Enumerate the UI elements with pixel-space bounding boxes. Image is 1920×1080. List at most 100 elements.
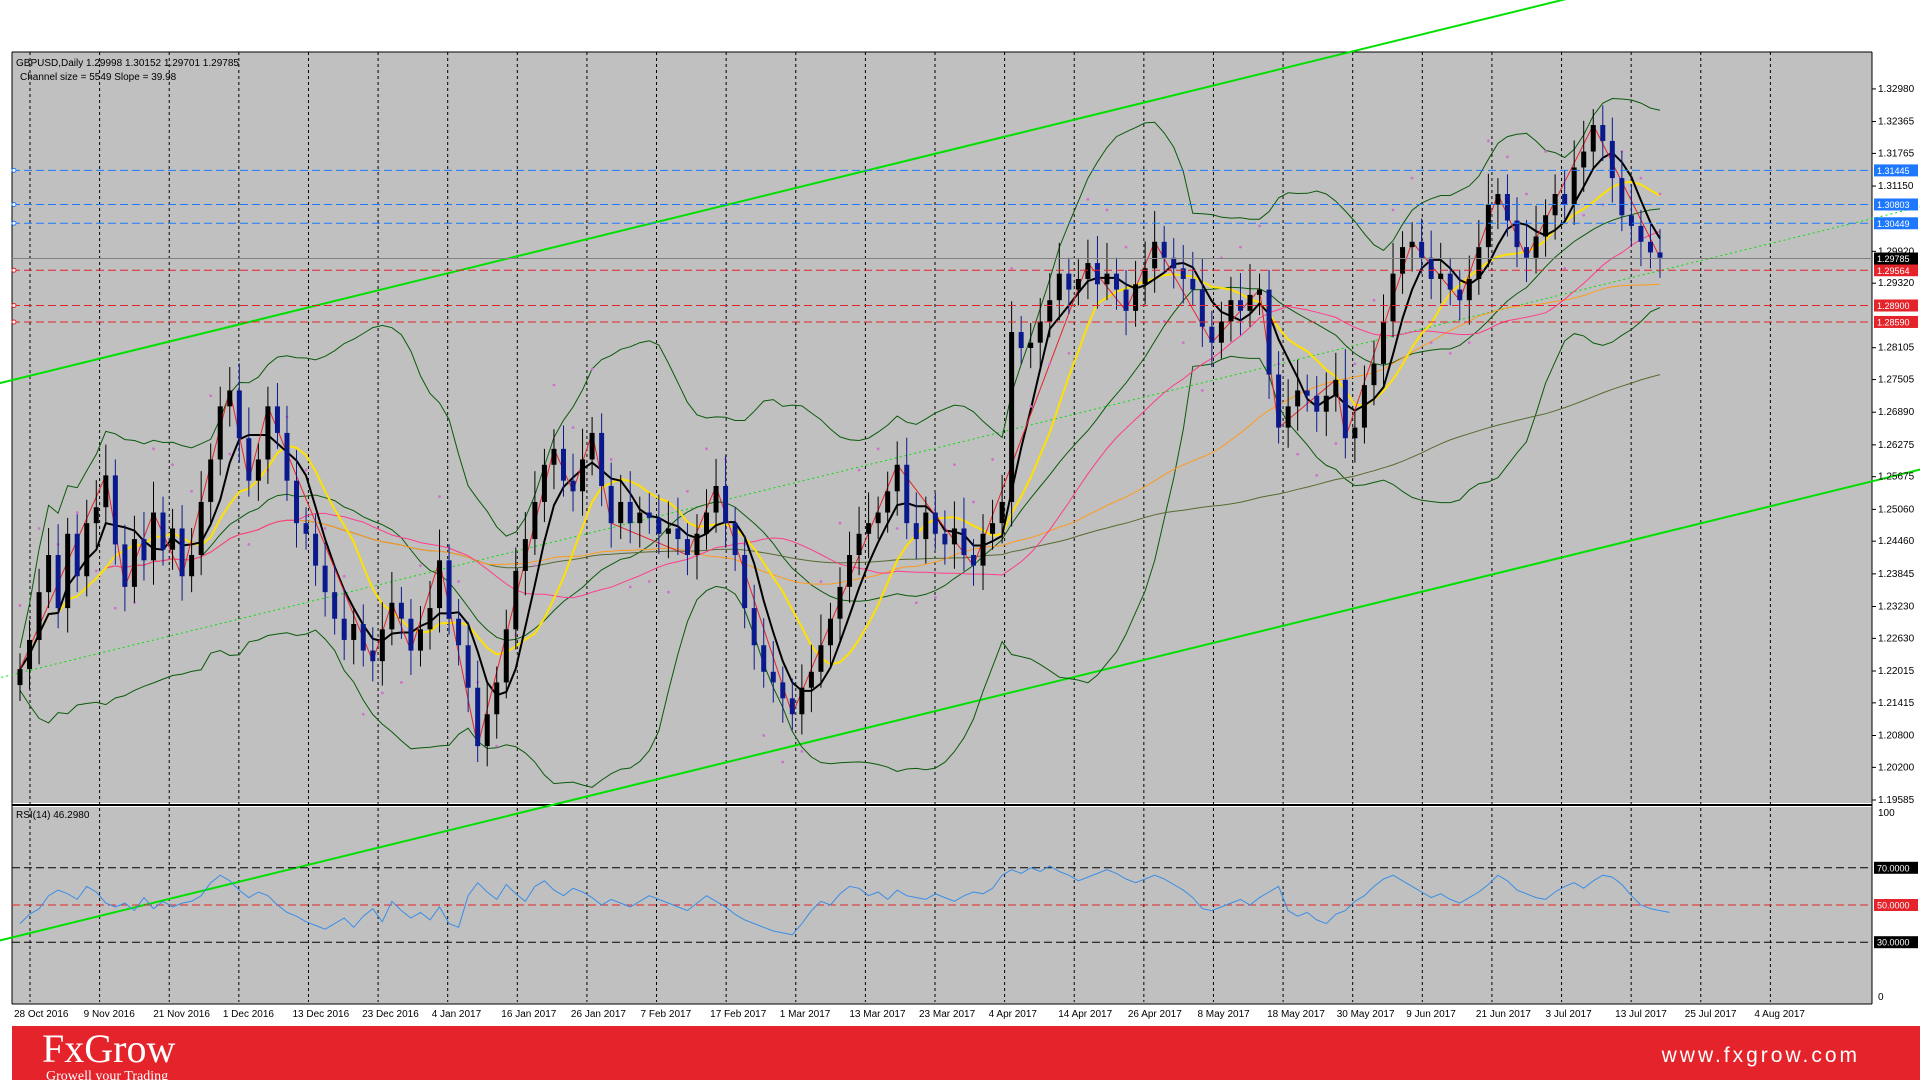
candle-body[interactable]: [1657, 252, 1663, 258]
candle-body[interactable]: [503, 629, 509, 683]
candle-body[interactable]: [1619, 178, 1625, 216]
candle-body[interactable]: [150, 512, 156, 561]
candle-body[interactable]: [303, 523, 309, 534]
candle-body[interactable]: [732, 523, 738, 556]
candle-body[interactable]: [1323, 395, 1329, 412]
candle-body[interactable]: [1218, 321, 1224, 343]
candle-body[interactable]: [408, 618, 414, 651]
candle-body[interactable]: [360, 624, 366, 651]
candle-body[interactable]: [1495, 194, 1501, 205]
candle-body[interactable]: [1485, 204, 1491, 248]
candle-body[interactable]: [1047, 300, 1053, 322]
level-anchor[interactable]: [11, 267, 17, 273]
candle-body[interactable]: [313, 533, 319, 566]
candle-body[interactable]: [236, 390, 242, 439]
candle-body[interactable]: [1123, 289, 1129, 311]
candle-body[interactable]: [379, 629, 385, 662]
candle-body[interactable]: [637, 512, 643, 524]
candle-body[interactable]: [141, 539, 147, 561]
candle-body[interactable]: [1390, 273, 1396, 322]
candle-body[interactable]: [942, 533, 948, 545]
candle-body[interactable]: [560, 448, 566, 481]
candle-body[interactable]: [446, 560, 452, 619]
candle-body[interactable]: [761, 645, 767, 672]
candle-body[interactable]: [255, 459, 261, 481]
candle-body[interactable]: [389, 602, 395, 630]
candle-body[interactable]: [551, 448, 557, 465]
candle-body[interactable]: [1438, 273, 1444, 279]
candle-body[interactable]: [1590, 125, 1596, 152]
candle-body[interactable]: [1361, 385, 1367, 428]
candle-body[interactable]: [513, 570, 519, 630]
candle-body[interactable]: [1085, 263, 1091, 279]
candle-body[interactable]: [694, 533, 700, 556]
candle-body[interactable]: [93, 507, 99, 524]
candle-body[interactable]: [131, 539, 137, 587]
candle-body[interactable]: [1285, 406, 1291, 428]
candle-body[interactable]: [1161, 241, 1167, 258]
candle-body[interactable]: [1476, 247, 1482, 279]
candle-body[interactable]: [322, 565, 328, 593]
candle-body[interactable]: [522, 539, 528, 571]
candle-body[interactable]: [1066, 273, 1072, 290]
candle-body[interactable]: [456, 618, 462, 646]
candle-body[interactable]: [770, 671, 776, 683]
candle-body[interactable]: [847, 555, 853, 587]
candle-body[interactable]: [1609, 140, 1615, 179]
candle-body[interactable]: [1342, 379, 1348, 439]
candle-body[interactable]: [437, 560, 443, 609]
candle-body[interactable]: [1571, 167, 1577, 205]
candle-body[interactable]: [1171, 257, 1177, 269]
candle-body[interactable]: [608, 485, 614, 524]
candle-body[interactable]: [808, 671, 814, 688]
candle-body[interactable]: [990, 523, 996, 534]
candle-body[interactable]: [1400, 247, 1406, 274]
candle-body[interactable]: [170, 528, 176, 550]
level-anchor[interactable]: [11, 220, 17, 226]
candle-body[interactable]: [36, 592, 42, 640]
candle-body[interactable]: [1009, 332, 1015, 502]
candle-body[interactable]: [646, 512, 652, 518]
candle-body[interactable]: [332, 592, 338, 619]
candle-body[interactable]: [532, 501, 538, 540]
candle-body[interactable]: [1457, 289, 1463, 301]
candle-body[interactable]: [1524, 247, 1530, 258]
candle-body[interactable]: [198, 501, 204, 556]
candle-body[interactable]: [1018, 332, 1024, 348]
candle-body[interactable]: [1257, 289, 1263, 295]
candle-body[interactable]: [1094, 263, 1100, 285]
candle-body[interactable]: [923, 512, 929, 540]
website-link[interactable]: www.fxgrow.com: [1661, 1044, 1860, 1067]
candle-body[interactable]: [398, 602, 404, 619]
candle-body[interactable]: [675, 528, 681, 540]
candle-body[interactable]: [1075, 278, 1081, 290]
candle-body[interactable]: [599, 432, 605, 486]
candle-body[interactable]: [1638, 225, 1644, 242]
candle-body[interactable]: [580, 459, 586, 492]
candle-body[interactable]: [1314, 395, 1320, 412]
candle-body[interactable]: [1037, 321, 1043, 343]
candle-body[interactable]: [284, 432, 290, 481]
candle-body[interactable]: [1628, 215, 1634, 226]
level-anchor[interactable]: [11, 319, 17, 325]
candle-body[interactable]: [656, 517, 662, 534]
candle-body[interactable]: [980, 533, 986, 566]
candle-body[interactable]: [179, 528, 185, 577]
candle-body[interactable]: [1190, 278, 1196, 290]
candle-body[interactable]: [1180, 268, 1186, 279]
candle-body[interactable]: [894, 464, 900, 492]
level-anchor[interactable]: [11, 303, 17, 309]
candle-body[interactable]: [351, 624, 357, 640]
candle-body[interactable]: [1304, 390, 1310, 396]
candle-body[interactable]: [465, 645, 471, 688]
candle-body[interactable]: [189, 555, 195, 577]
candle-body[interactable]: [1028, 342, 1034, 348]
level-anchor[interactable]: [11, 167, 17, 173]
candle-body[interactable]: [1419, 241, 1425, 258]
candle-body[interactable]: [217, 406, 223, 460]
candle-body[interactable]: [961, 528, 967, 556]
candle-body[interactable]: [1133, 284, 1139, 311]
candle-body[interactable]: [742, 555, 748, 609]
candle-body[interactable]: [1409, 241, 1415, 248]
candle-body[interactable]: [866, 523, 872, 534]
